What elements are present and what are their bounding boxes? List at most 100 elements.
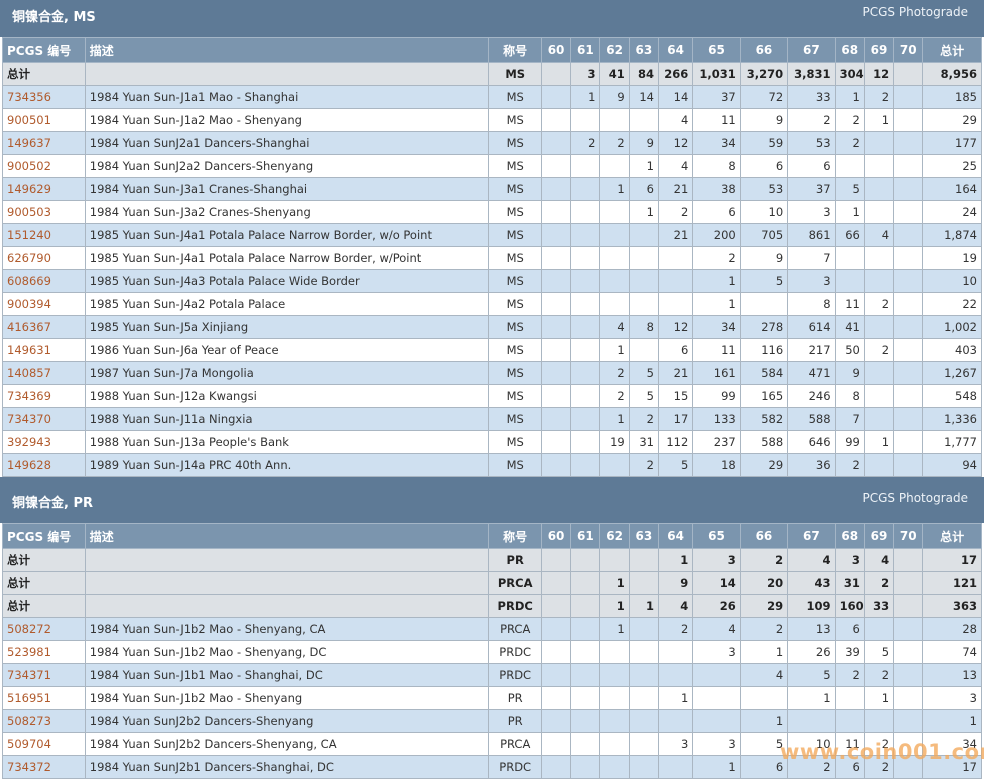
grade-count-cell bbox=[570, 755, 601, 779]
pcgs-number-link[interactable]: 149637 bbox=[7, 136, 51, 150]
pcgs-number-link[interactable]: 734372 bbox=[7, 760, 51, 774]
pcgs-number-link[interactable]: 149631 bbox=[7, 343, 51, 357]
pcgs-number-link[interactable]: 149629 bbox=[7, 182, 51, 196]
column-header: 69 bbox=[863, 523, 895, 549]
grade-count-cell: 266 bbox=[657, 62, 694, 86]
description-cell: 1987 Yuan Sun-J7a Mongolia bbox=[84, 361, 490, 385]
grade-count-cell: 588 bbox=[787, 407, 836, 431]
pcgs-number-link[interactable]: 151240 bbox=[7, 228, 51, 242]
description-cell: 1984 Yuan SunJ2a1 Dancers-Shanghai bbox=[84, 131, 490, 155]
grade-count-cell bbox=[540, 453, 572, 477]
grade-count-cell bbox=[570, 315, 601, 339]
grade-count-cell: 304 bbox=[834, 62, 865, 86]
grade-count-cell: 36 bbox=[787, 453, 836, 477]
column-header: 70 bbox=[893, 523, 924, 549]
grade-count-cell: 133 bbox=[692, 407, 741, 431]
grade-count-cell: 2 bbox=[657, 617, 694, 641]
pcgs-cell: 900503 bbox=[2, 200, 86, 224]
description-cell: 1984 Yuan SunJ2a2 Dancers-Shenyang bbox=[84, 154, 490, 178]
grade-count-cell: 1 bbox=[657, 548, 694, 572]
pcgs-number-link[interactable]: 900502 bbox=[7, 159, 51, 173]
grade-count-cell: 1 bbox=[599, 338, 630, 362]
grade-count-cell bbox=[540, 269, 572, 293]
grade-count-cell: 2 bbox=[863, 571, 895, 595]
grade-count-cell bbox=[570, 108, 601, 132]
column-header: 66 bbox=[739, 523, 789, 549]
grade-count-cell: 2 bbox=[863, 732, 895, 756]
grade-count-cell: 41 bbox=[834, 315, 865, 339]
grade-count-cell bbox=[628, 755, 659, 779]
pcgs-number-link[interactable]: 734370 bbox=[7, 412, 51, 426]
pcgs-number-link[interactable]: 523981 bbox=[7, 645, 51, 659]
row-total-cell: 1 bbox=[922, 709, 982, 733]
grade-count-cell: 12 bbox=[657, 131, 694, 155]
grade-count-cell bbox=[739, 292, 789, 316]
pcgs-number-link[interactable]: 900501 bbox=[7, 113, 51, 127]
pcgs-number-link[interactable]: 416367 bbox=[7, 320, 51, 334]
table-row: 509704 1984 Yuan SunJ2b2 Dancers-Shenyang… bbox=[2, 732, 982, 756]
grade-count-cell: 66 bbox=[834, 223, 865, 247]
row-total-cell: 185 bbox=[922, 85, 982, 109]
grade-count-cell bbox=[834, 709, 865, 733]
column-header: 68 bbox=[834, 37, 865, 63]
grade-count-cell: 217 bbox=[787, 338, 836, 362]
grade-count-cell: 5 bbox=[834, 177, 865, 201]
grade-count-cell: 3 bbox=[834, 548, 865, 572]
grade-count-cell: 2 bbox=[628, 407, 659, 431]
total-label: 总计 bbox=[2, 594, 86, 618]
grade-count-cell: 2 bbox=[739, 617, 789, 641]
pcgs-cell: 392943 bbox=[2, 430, 86, 454]
grade-count-cell bbox=[540, 617, 572, 641]
designation-cell: MS bbox=[488, 62, 542, 86]
pcgs-number-link[interactable]: 140857 bbox=[7, 366, 51, 380]
pcgs-number-link[interactable]: 734371 bbox=[7, 668, 51, 682]
pcgs-number-link[interactable]: 626790 bbox=[7, 251, 51, 265]
grade-count-cell bbox=[540, 384, 572, 408]
table-row: 734372 1984 Yuan SunJ2b1 Dancers-Shanghai… bbox=[2, 755, 982, 779]
column-header: 描述 bbox=[84, 523, 490, 549]
pcgs-number-link[interactable]: 900503 bbox=[7, 205, 51, 219]
grade-count-cell: 1 bbox=[692, 269, 741, 293]
table-row: 626790 1985 Yuan Sun-J4a1 Potala Palace N… bbox=[2, 246, 982, 270]
pcgs-cell: 900394 bbox=[2, 292, 86, 316]
pcgs-number-link[interactable]: 149628 bbox=[7, 458, 51, 472]
pcgs-number-link[interactable]: 734369 bbox=[7, 389, 51, 403]
ms-population-table: PCGS 编号 描述 称号 60 61 62 63 64 65 66 67 68 69 70 总计 总计 MS… bbox=[2, 37, 982, 477]
description-cell: 1985 Yuan Sun-J4a1 Potala Palace Narrow … bbox=[84, 246, 490, 270]
grade-count-cell bbox=[893, 223, 924, 247]
grade-count-cell bbox=[657, 755, 694, 779]
photograde-link[interactable]: PCGS Photograde bbox=[862, 491, 968, 505]
grade-count-cell bbox=[540, 85, 572, 109]
description-cell: 1988 Yuan Sun-J11a Ningxia bbox=[84, 407, 490, 431]
pcgs-number-link[interactable]: 608669 bbox=[7, 274, 51, 288]
description-cell: 1984 Yuan Sun-J1a1 Mao - Shanghai bbox=[84, 85, 490, 109]
section-header-pr: 铜镍合金, PR PCGS Photograde bbox=[0, 477, 984, 523]
grade-count-cell bbox=[628, 246, 659, 270]
description-cell: 1984 Yuan Sun-J3a2 Cranes-Shenyang bbox=[84, 200, 490, 224]
column-header: 65 bbox=[692, 37, 741, 63]
pcgs-number-link[interactable]: 508273 bbox=[7, 714, 51, 728]
total-label: 总计 bbox=[2, 62, 86, 86]
grade-count-cell: 1 bbox=[599, 617, 630, 641]
grade-count-cell: 8 bbox=[628, 315, 659, 339]
row-total-cell: 25 bbox=[922, 154, 982, 178]
pcgs-number-link[interactable]: 508272 bbox=[7, 622, 51, 636]
pcgs-number-link[interactable]: 392943 bbox=[7, 435, 51, 449]
pcgs-number-link[interactable]: 516951 bbox=[7, 691, 51, 705]
grade-count-cell: 3 bbox=[570, 62, 601, 86]
grade-count-cell bbox=[570, 686, 601, 710]
grade-count-cell bbox=[599, 732, 630, 756]
grade-count-cell bbox=[893, 755, 924, 779]
grade-count-cell: 4 bbox=[599, 315, 630, 339]
designation-cell: PR bbox=[488, 548, 542, 572]
grade-count-cell: 8 bbox=[787, 292, 836, 316]
photograde-link[interactable]: PCGS Photograde bbox=[862, 5, 968, 19]
grade-count-cell: 18 bbox=[692, 453, 741, 477]
grade-count-cell bbox=[570, 640, 601, 664]
pcgs-cell: 149628 bbox=[2, 453, 86, 477]
column-header: 67 bbox=[787, 37, 836, 63]
pcgs-number-link[interactable]: 734356 bbox=[7, 90, 51, 104]
grade-count-cell bbox=[893, 548, 924, 572]
pcgs-number-link[interactable]: 900394 bbox=[7, 297, 51, 311]
pcgs-number-link[interactable]: 509704 bbox=[7, 737, 51, 751]
